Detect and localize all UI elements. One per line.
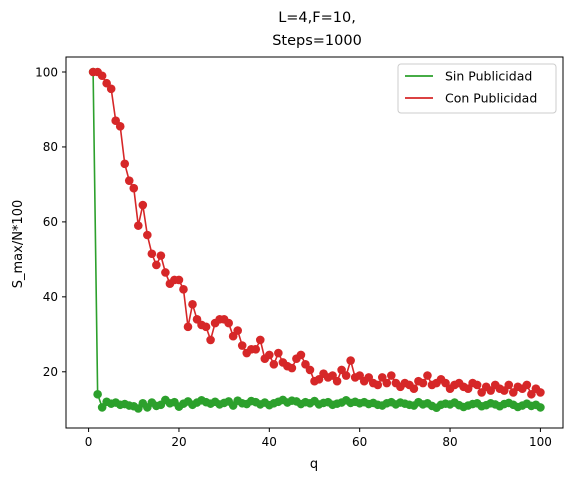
data-point xyxy=(147,249,157,259)
x-tick-label: 80 xyxy=(442,435,457,449)
series-sin-publicidad xyxy=(88,67,545,413)
y-tick-label: 60 xyxy=(43,215,58,229)
x-tick-label: 20 xyxy=(171,435,186,449)
data-point xyxy=(201,322,211,332)
data-point xyxy=(522,380,532,390)
data-point xyxy=(346,356,355,365)
data-point xyxy=(504,380,514,390)
data-point xyxy=(341,371,351,380)
legend-label-con-publicidad: Con Publicidad xyxy=(445,91,537,106)
x-axis-label: q xyxy=(310,457,318,472)
data-point xyxy=(472,380,482,390)
data-point xyxy=(373,380,383,390)
data-point xyxy=(174,275,184,285)
y-tick-label: 100 xyxy=(35,65,58,79)
data-point xyxy=(124,176,134,185)
data-point xyxy=(183,322,193,332)
data-point xyxy=(156,251,166,260)
data-point xyxy=(287,363,297,373)
chart-title-line1: L=4,F=10, xyxy=(278,10,356,26)
data-point xyxy=(251,345,261,354)
series-con-publicidad xyxy=(88,67,545,399)
plot-frame xyxy=(65,56,564,429)
legend: Sin Publicidad Con Publicidad xyxy=(397,63,557,114)
x-tick-label: 100 xyxy=(529,435,552,449)
data-point xyxy=(129,183,139,193)
y-tick-label: 40 xyxy=(43,290,58,304)
data-point xyxy=(265,350,274,360)
legend-box xyxy=(397,63,557,114)
data-point xyxy=(115,122,125,131)
data-point xyxy=(138,200,148,210)
data-point xyxy=(305,365,315,375)
data-point xyxy=(179,285,188,294)
y-axis-label: S_max/N*100 xyxy=(11,200,26,289)
data-point xyxy=(233,326,242,335)
data-point xyxy=(423,371,432,380)
x-tick-label: 0 xyxy=(85,435,93,449)
y-tick-label: 80 xyxy=(43,140,58,154)
data-point xyxy=(387,371,396,380)
data-point xyxy=(120,159,130,169)
legend-label-sin-publicidad: Sin Publicidad xyxy=(445,69,532,84)
data-point xyxy=(237,341,247,350)
data-point xyxy=(224,318,233,328)
plot-marks xyxy=(88,67,545,413)
x-tick-label: 40 xyxy=(262,435,277,449)
data-point xyxy=(536,388,545,397)
data-point xyxy=(332,376,342,386)
y-axis: 20 40 60 80 100 xyxy=(35,65,66,379)
data-point xyxy=(296,350,306,360)
data-point xyxy=(152,260,161,270)
data-point xyxy=(206,335,215,345)
data-point xyxy=(382,378,392,388)
data-point xyxy=(143,230,152,240)
data-point xyxy=(274,348,283,358)
data-point xyxy=(418,378,428,388)
data-point xyxy=(269,359,279,369)
x-axis: 0 20 40 60 80 100 xyxy=(85,428,552,449)
data-point xyxy=(536,403,545,412)
data-point xyxy=(161,268,170,277)
data-point xyxy=(93,389,102,399)
y-tick-label: 20 xyxy=(43,365,58,379)
chart-title-line2: Steps=1000 xyxy=(272,33,362,49)
data-point xyxy=(106,84,116,94)
data-point xyxy=(255,335,265,345)
data-point xyxy=(133,221,143,230)
data-point xyxy=(188,300,197,309)
data-point xyxy=(97,71,107,81)
data-point xyxy=(409,384,419,393)
x-tick-label: 60 xyxy=(352,435,367,449)
